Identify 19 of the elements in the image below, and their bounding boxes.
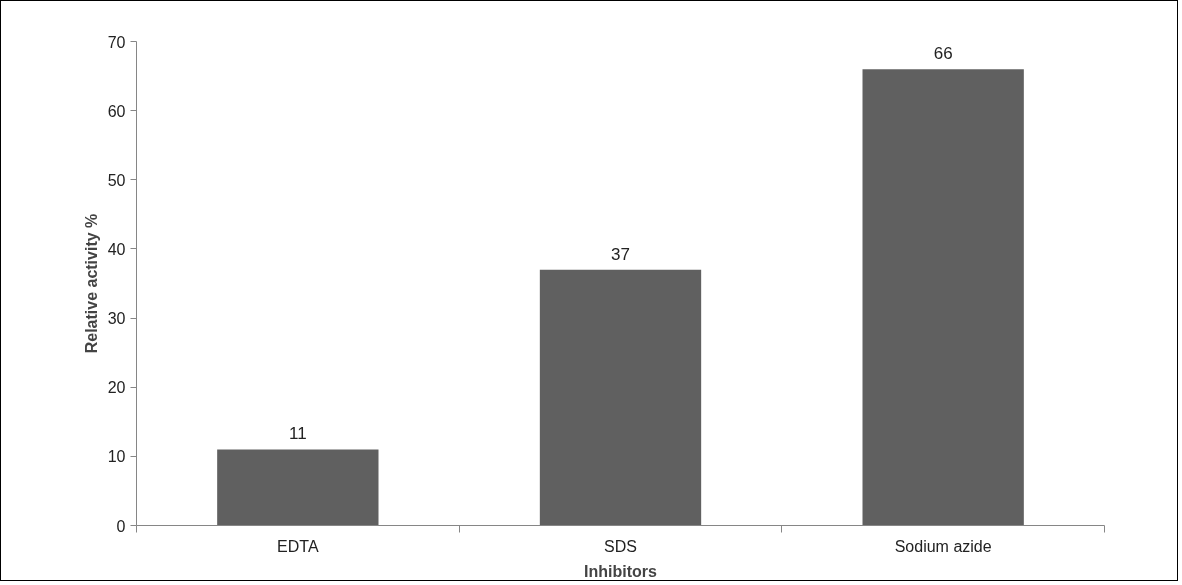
y-tick-label: 30: [107, 310, 126, 328]
x-axis-title: Inhibitors: [584, 562, 658, 580]
y-tick-label: 50: [107, 171, 126, 189]
y-tick-label: 10: [107, 448, 126, 466]
bar: [862, 69, 1024, 526]
y-tick-label: 20: [107, 379, 126, 397]
y-tick-label: 60: [107, 102, 126, 120]
bar: [217, 449, 379, 526]
y-tick-label: 40: [107, 240, 126, 258]
data-label: 11: [289, 424, 307, 444]
data-label: 66: [933, 44, 953, 64]
y-tick-label: 0: [116, 517, 126, 535]
x-tick-label: SDS: [604, 537, 637, 555]
x-tick-label: Sodium azide: [894, 537, 992, 555]
y-axis-title: Relative activity %: [82, 213, 100, 354]
y-tick-label: 70: [107, 33, 126, 51]
bar: [539, 269, 702, 526]
data-label: 37: [611, 244, 630, 264]
x-tick-label: EDTA: [277, 537, 319, 555]
